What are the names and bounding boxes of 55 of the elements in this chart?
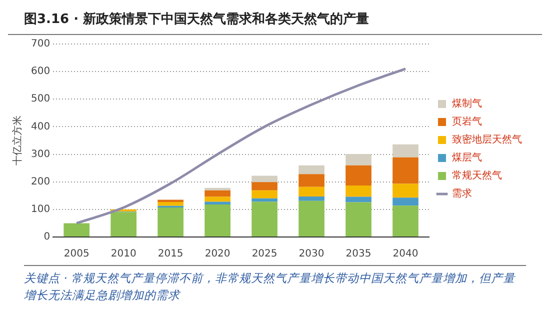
y-tick-label: 600 <box>30 66 50 78</box>
y-tick-label: 100 <box>30 204 50 216</box>
bar <box>298 200 324 236</box>
bar <box>346 165 372 186</box>
legend-label: 煤层气 <box>452 152 482 164</box>
bar <box>204 190 230 197</box>
y-tick-label: 0 <box>44 232 50 243</box>
legend-label: 页岩气 <box>452 116 482 128</box>
bar <box>392 184 418 198</box>
bar <box>346 202 372 236</box>
x-tick-label: 2010 <box>110 248 136 260</box>
x-tick-label: 2020 <box>204 248 230 260</box>
x-tick-label: 2005 <box>64 248 90 260</box>
y-tick-label: 300 <box>30 148 50 160</box>
bar <box>252 182 278 190</box>
bar <box>204 202 230 204</box>
text: 关键点 · 常规天然气产量停滞不前，非常规天然气产量增长带动中国天然气产量增加，但产量增长无法满足急剧增加的需求 <box>24 270 516 304</box>
bar <box>346 154 372 166</box>
bar <box>64 223 90 236</box>
bar <box>204 188 230 190</box>
bar <box>204 196 230 202</box>
bar <box>204 204 230 236</box>
bar <box>298 196 324 201</box>
legend-label: 常规天然气 <box>452 170 502 182</box>
bar <box>252 198 278 202</box>
bar <box>252 190 278 198</box>
bar <box>346 196 372 202</box>
y-tick-label: 700 <box>30 38 50 50</box>
x-tick-label: 2035 <box>346 248 372 260</box>
bar <box>158 202 184 206</box>
y-tick-label: 400 <box>30 121 50 132</box>
bar <box>392 206 418 236</box>
bar <box>252 176 278 182</box>
bar <box>298 174 324 187</box>
y-tick-label: 500 <box>30 94 50 105</box>
bar <box>392 198 418 206</box>
bar <box>298 165 324 174</box>
bar <box>392 157 418 184</box>
y-axis-title: 十亿立方米 <box>12 116 24 166</box>
y-tick-label: 200 <box>30 176 50 188</box>
bar <box>252 202 278 236</box>
bar <box>392 144 418 158</box>
line-series <box>75 68 407 224</box>
bar <box>158 208 184 236</box>
x-tick-label: 2040 <box>392 248 418 260</box>
chart-title: 图3.16 · 新政策情景下中国天然气需求和各类天然气的产量 <box>8 8 542 35</box>
bar <box>298 186 324 196</box>
x-tick-label: 2030 <box>298 248 324 260</box>
x-tick-label: 2025 <box>252 248 278 260</box>
legend-label: 煤制气 <box>452 98 482 110</box>
bar <box>110 212 136 236</box>
bar <box>346 185 372 197</box>
legend-label: 致密地层天然气 <box>452 134 522 146</box>
x-tick-label: 2015 <box>158 248 184 260</box>
legend-label: 需求 <box>452 188 472 200</box>
